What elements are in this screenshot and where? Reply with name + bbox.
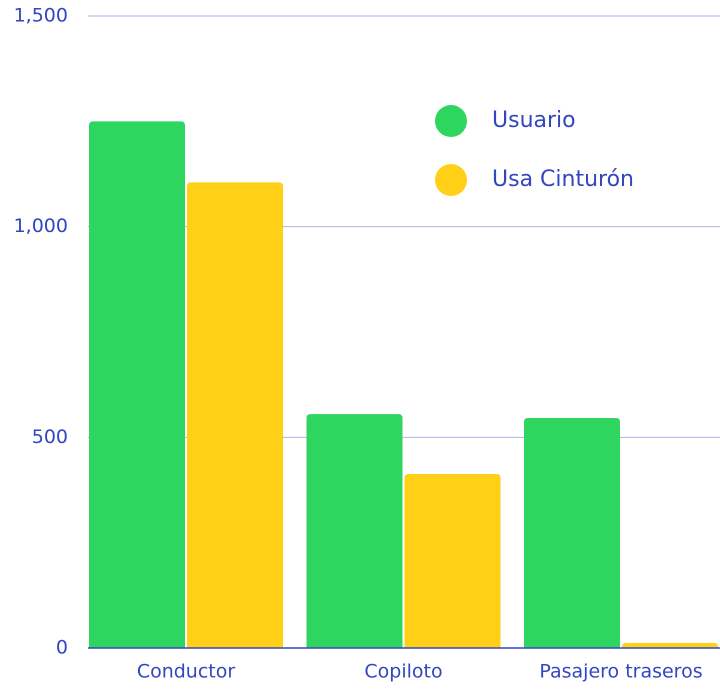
y-tick-label: 500 (32, 426, 68, 448)
y-tick-label: 1,000 (14, 215, 68, 237)
legend-swatch (435, 164, 467, 196)
bar (622, 642, 718, 648)
bar (306, 414, 403, 648)
legend-swatch (435, 105, 467, 137)
bar (404, 473, 501, 648)
x-tick-label: Copiloto (364, 661, 442, 683)
bar (187, 182, 283, 648)
bar (524, 417, 620, 648)
y-tick-label: 0 (56, 637, 68, 659)
y-tick-label: 1,500 (14, 5, 68, 27)
x-tick-label: Pasajero traseros (539, 661, 702, 683)
x-tick-label: Conductor (137, 661, 236, 683)
legend-label: Usa Cinturón (492, 167, 634, 192)
legend-label: Usuario (492, 108, 576, 133)
bar (89, 121, 185, 649)
